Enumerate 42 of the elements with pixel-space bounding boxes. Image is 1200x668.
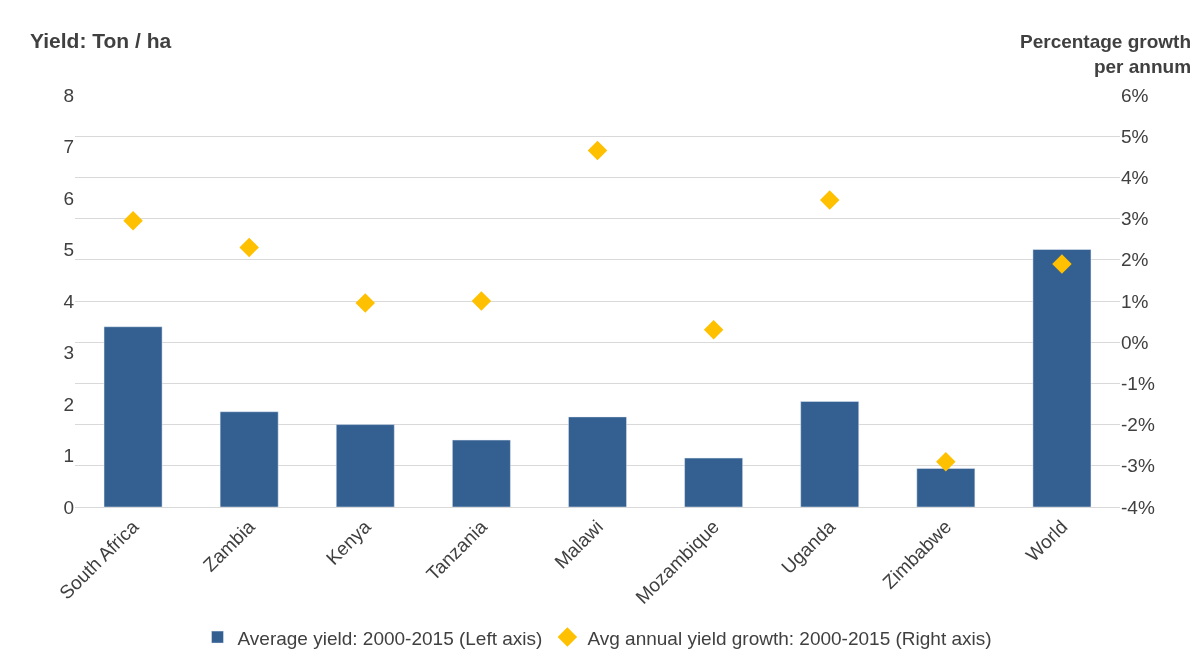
y2-tick-label: -4% bbox=[1121, 496, 1155, 518]
y-tick-label: 0 bbox=[63, 496, 74, 518]
point bbox=[819, 190, 840, 210]
y2-tick-label: 5% bbox=[1121, 125, 1149, 147]
bar bbox=[800, 401, 859, 507]
point bbox=[239, 237, 259, 258]
bar bbox=[1032, 249, 1092, 507]
y-tick-label: 8 bbox=[63, 84, 74, 106]
y-tick-label: 1 bbox=[63, 445, 74, 467]
y-tick-label: 6 bbox=[63, 187, 74, 209]
y2-axis-title: Percentage growth per annum bbox=[1020, 31, 1192, 77]
bar bbox=[336, 424, 395, 507]
point bbox=[471, 291, 492, 311]
y-tick-label: 2 bbox=[63, 393, 74, 415]
bar bbox=[103, 326, 163, 507]
bar bbox=[916, 468, 976, 507]
y2-tick-label: 3% bbox=[1121, 208, 1149, 230]
bar bbox=[452, 439, 511, 507]
y-tick-label: 5 bbox=[63, 239, 74, 261]
bar bbox=[684, 457, 743, 507]
point bbox=[936, 451, 956, 472]
y2-tick-label: -2% bbox=[1121, 414, 1155, 436]
y-tick-label: 3 bbox=[63, 342, 74, 364]
point bbox=[123, 210, 143, 231]
point bbox=[1052, 254, 1072, 274]
y-axis-title: Yield: Ton / ha bbox=[30, 29, 172, 52]
legend-label: Average yield: 2000-2015 (Left axis) bbox=[237, 627, 543, 649]
y2-tick-label: 6% bbox=[1121, 84, 1149, 106]
point bbox=[703, 320, 724, 340]
point bbox=[587, 140, 608, 161]
point bbox=[355, 293, 376, 313]
y2-tick-label: 0% bbox=[1121, 331, 1149, 353]
y2-tick-label: 1% bbox=[1121, 290, 1149, 312]
y2-tick-label: -3% bbox=[1121, 455, 1155, 477]
y2-tick-label: -1% bbox=[1121, 373, 1155, 395]
bar bbox=[219, 411, 279, 507]
y2-tick-label: 4% bbox=[1121, 167, 1149, 189]
y2-tick-label: 2% bbox=[1121, 249, 1149, 271]
y-tick-label: 4 bbox=[63, 290, 75, 312]
bar bbox=[568, 416, 627, 507]
y-tick-label: 7 bbox=[63, 136, 74, 158]
legend-label: Avg annual yield growth: 2000-2015 (Right axis) bbox=[587, 627, 992, 649]
